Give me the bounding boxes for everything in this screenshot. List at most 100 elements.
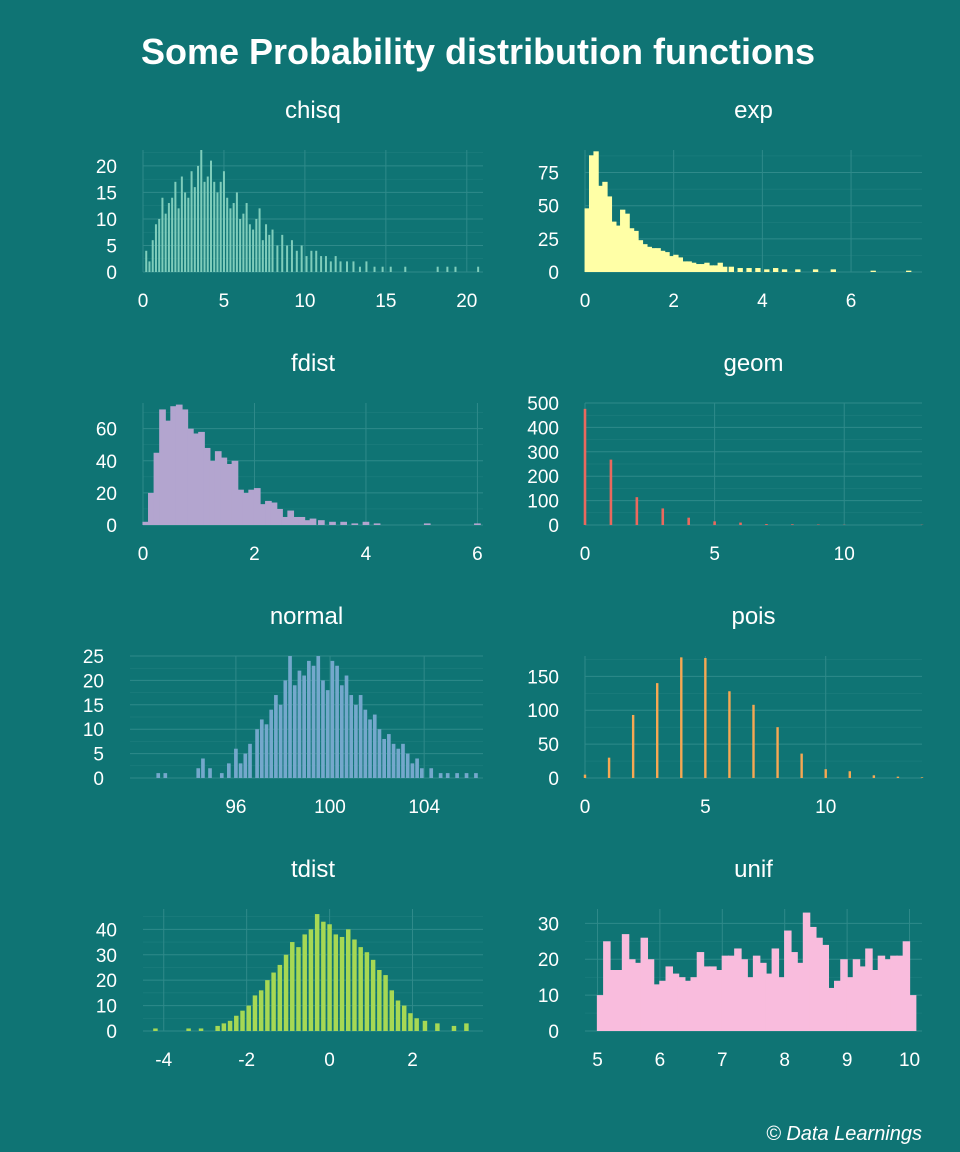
bar — [196, 768, 201, 778]
bar — [292, 516, 300, 525]
bar — [159, 409, 166, 525]
y-tick-label: 0 — [106, 516, 117, 537]
x-tick-label: 5 — [709, 544, 720, 565]
bar — [309, 518, 317, 525]
bar — [680, 657, 683, 778]
bar — [606, 196, 613, 272]
x-tick-label: 5 — [592, 1050, 603, 1071]
bar — [184, 192, 187, 272]
bar — [682, 261, 688, 272]
panel-title: tdist — [291, 856, 335, 883]
bar — [151, 240, 154, 272]
bar — [210, 160, 212, 272]
bar — [659, 250, 666, 272]
bar — [655, 248, 661, 272]
bar — [203, 447, 211, 525]
panel-title: fdist — [291, 350, 335, 377]
bar — [339, 261, 342, 272]
panel-unif: unif 0 10 20 30 5 6 7 8 9 10 — [538, 856, 922, 1071]
bar — [690, 262, 697, 272]
y-tick-label: 60 — [96, 420, 117, 441]
bar — [677, 257, 683, 272]
bar — [607, 757, 611, 778]
bar — [872, 775, 876, 778]
bar — [920, 777, 924, 778]
bar — [219, 773, 224, 778]
bar — [216, 192, 219, 272]
bar — [213, 181, 216, 272]
bar — [419, 768, 424, 778]
bar — [156, 773, 161, 778]
bar — [255, 218, 258, 272]
x-tick-label: 7 — [717, 1050, 728, 1071]
bar — [316, 656, 321, 778]
bar — [311, 665, 316, 778]
bar — [334, 256, 337, 272]
bar — [325, 690, 330, 778]
bar — [298, 516, 306, 525]
y-tick-label: 10 — [96, 997, 117, 1018]
panel-normal: normal 0 5 10 15 20 25 96 100 104 — [83, 603, 483, 818]
x-tick-label: 0 — [580, 544, 591, 565]
bar — [809, 926, 817, 1031]
bar — [296, 947, 301, 1031]
bar — [405, 753, 410, 778]
bar — [300, 245, 303, 272]
bar — [687, 517, 690, 525]
bar — [615, 970, 624, 1031]
bar — [408, 1013, 413, 1031]
x-tick-label: 4 — [757, 291, 768, 312]
bar — [253, 488, 261, 525]
bar — [221, 1023, 227, 1031]
x-tick-label: 2 — [668, 291, 679, 312]
bar — [609, 459, 613, 525]
bar — [454, 266, 457, 272]
bar — [765, 524, 768, 525]
bar — [231, 460, 239, 525]
bar — [800, 753, 803, 778]
bar — [200, 150, 203, 272]
x-tick-label: 0 — [138, 291, 149, 312]
x-tick-label: 10 — [815, 797, 836, 818]
bar — [208, 768, 212, 778]
bar — [239, 218, 242, 272]
bar — [410, 763, 415, 778]
bar — [464, 773, 469, 778]
bar — [370, 959, 376, 1031]
bar — [790, 952, 798, 1031]
y-tick-label: 0 — [106, 1022, 117, 1043]
bar — [759, 962, 767, 1031]
caption: © Data Learnings — [766, 1123, 922, 1145]
bar — [258, 990, 264, 1031]
bar — [308, 929, 314, 1031]
bar — [381, 266, 384, 272]
bar — [333, 934, 339, 1031]
bar — [902, 941, 911, 1031]
bar — [642, 244, 648, 272]
bar — [281, 516, 289, 525]
panel-chisq: chisq 0 5 10 15 20 0 5 10 15 20 — [96, 97, 483, 312]
bar — [295, 250, 298, 272]
bar — [315, 250, 318, 272]
bar — [227, 763, 231, 778]
bar — [320, 256, 323, 272]
bar — [746, 977, 755, 1031]
bar — [796, 962, 805, 1031]
bar — [286, 245, 289, 272]
y-tick-label: 400 — [527, 418, 559, 439]
bar — [764, 269, 770, 272]
x-tick-label: 5 — [700, 797, 711, 818]
bar — [154, 224, 157, 272]
bar — [145, 250, 148, 272]
bar — [633, 230, 639, 272]
bar — [656, 683, 659, 778]
bar — [270, 502, 278, 525]
panel-geom: geom 0 100 200 300 400 500 0 5 10 — [527, 350, 924, 565]
bar — [395, 1000, 401, 1031]
bar — [436, 266, 439, 272]
bar — [163, 773, 168, 778]
bar — [776, 727, 779, 778]
bar — [302, 934, 307, 1031]
bar — [596, 995, 605, 1031]
